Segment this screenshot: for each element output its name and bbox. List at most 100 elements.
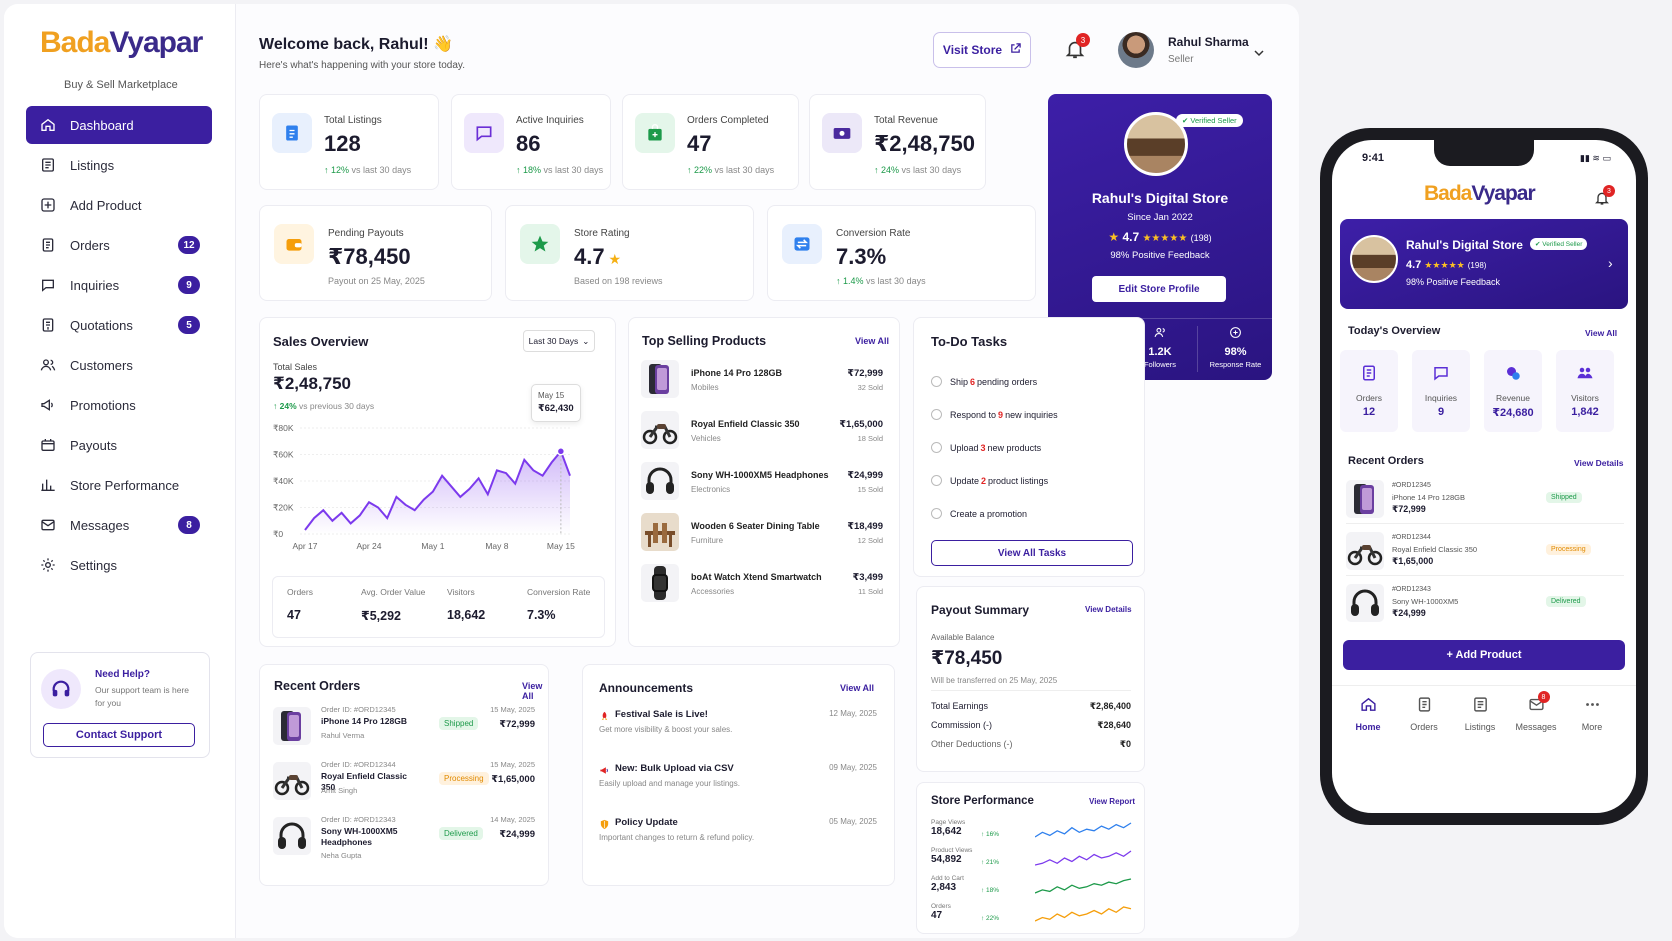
phone-tab-messages[interactable]: 8 Messages: [1508, 691, 1564, 732]
messages-icon: 8: [1528, 691, 1550, 718]
phone-overview-tile[interactable]: Inquiries 9: [1412, 350, 1470, 432]
stat-card-total-revenue[interactable]: Total Revenue ₹2,48,750 ↑ 24% vs last 30…: [809, 94, 986, 190]
payout-view-details-link[interactable]: View Details: [1085, 605, 1132, 614]
todo-item[interactable]: Respond to 9 new inquiries: [931, 409, 1058, 420]
performance-sparkline: [1035, 850, 1132, 866]
sidebar-item-orders[interactable]: Orders 12: [26, 226, 212, 264]
sidebar-item-payouts[interactable]: Payouts: [26, 426, 212, 464]
order-id: Order ID: #ORD12343: [321, 815, 396, 824]
brand-logo[interactable]: BadaVyapar: [40, 26, 203, 59]
todo-checkbox[interactable]: [931, 508, 942, 519]
sidebar-item-messages[interactable]: Messages 8: [26, 506, 212, 544]
sales-overview-card: Sales Overview Last 30 Days ⌄ Total Sales…: [259, 317, 616, 647]
product-price: ₹72,999: [847, 368, 883, 379]
phone-add-product-button[interactable]: + Add Product: [1343, 640, 1625, 670]
view-all-tasks-button[interactable]: View All Tasks: [931, 540, 1133, 566]
external-link-icon: [1010, 43, 1021, 57]
product-row[interactable]: Royal Enfield Classic 350 Vehicles ₹1,65…: [641, 411, 889, 453]
product-row[interactable]: iPhone 14 Pro 128GB Mobiles ₹72,999 32 S…: [641, 360, 889, 402]
performance-sparkline: [1035, 878, 1132, 894]
stat-card-active-inquiries[interactable]: Active Inquiries 86 ↑ 18% vs last 30 day…: [451, 94, 611, 190]
store-performance-title: Store Performance: [931, 795, 1034, 807]
user-avatar[interactable]: [1118, 32, 1154, 68]
sidebar-item-inquiries[interactable]: Inquiries 9: [26, 266, 212, 304]
phone-overview-tile[interactable]: Revenue ₹24,680: [1484, 350, 1542, 432]
order-product-name: iPhone 14 Pro 128GB: [321, 716, 407, 726]
todo-item[interactable]: Ship 6 pending orders: [931, 376, 1037, 387]
stat-label: Total Listings: [324, 115, 382, 126]
payout-row: Total Earnings ₹2,86,400: [931, 701, 1131, 711]
sidebar-item-dashboard[interactable]: Dashboard: [26, 106, 212, 144]
y-tick-label: ₹20K: [273, 503, 294, 513]
phone-overview-view-all[interactable]: View All: [1585, 328, 1618, 338]
phone-tab-badge: 8: [1537, 691, 1550, 703]
order-row[interactable]: Order ID: #ORD12345 iPhone 14 Pro 128GB …: [273, 705, 539, 757]
todo-checkbox[interactable]: [931, 475, 942, 486]
product-sold: 32 Sold: [857, 383, 883, 392]
order-row[interactable]: Order ID: #ORD12344 Royal Enfield Classi…: [273, 760, 539, 812]
store-metric: 1.2K Followers: [1123, 326, 1198, 372]
phone-tab-orders[interactable]: Orders: [1396, 696, 1452, 732]
todo-checkbox[interactable]: [931, 442, 942, 453]
stat-card-conversion-rate[interactable]: Conversion Rate 7.3% ↑ 1.4% vs last 30 d…: [767, 205, 1036, 301]
store-performance-card: Store Performance View Report Page Views…: [916, 782, 1145, 934]
performance-view-report-link[interactable]: View Report: [1089, 797, 1136, 806]
sidebar-item-add-product[interactable]: Add Product: [26, 186, 212, 224]
todo-checkbox[interactable]: [931, 376, 942, 387]
todo-item[interactable]: Update 2 product listings: [931, 475, 1048, 486]
sidebar-item-quotations[interactable]: Quotations 5: [26, 306, 212, 344]
todo-item[interactable]: Create a promotion: [931, 508, 1031, 519]
bag-icon: [635, 113, 675, 153]
stat-card-total-listings[interactable]: Total Listings 128 ↑ 12% vs last 30 days: [259, 94, 439, 190]
sidebar-item-store-performance[interactable]: Store Performance: [26, 466, 212, 504]
phone-tab-more[interactable]: More: [1564, 696, 1620, 732]
sidebar-item-settings[interactable]: Settings: [26, 546, 212, 584]
phone-overview-tile[interactable]: Orders 12: [1340, 350, 1398, 432]
notification-bell-icon[interactable]: 3: [1064, 33, 1090, 65]
todo-checkbox[interactable]: [931, 409, 942, 420]
product-row[interactable]: Sony WH-1000XM5 Headphones Electronics ₹…: [641, 462, 889, 504]
product-sold: 15 Sold: [857, 485, 883, 494]
stat-card-pending-payouts[interactable]: Pending Payouts ₹78,450 Payout on 25 May…: [259, 205, 492, 301]
payouts-icon: [40, 437, 56, 453]
stat-card-store-rating[interactable]: Store Rating 4.7 ★ Based on 198 reviews: [505, 205, 754, 301]
sidebar-item-promotions[interactable]: Promotions: [26, 386, 212, 424]
stat-card-orders-completed[interactable]: Orders Completed 47 ↑ 22% vs last 30 day…: [622, 94, 799, 190]
top-selling-view-all-link[interactable]: View All: [855, 336, 890, 346]
phone-orders-view-details[interactable]: View Details: [1574, 458, 1624, 468]
product-row[interactable]: Wooden 6 Seater Dining Table Furniture ₹…: [641, 513, 889, 555]
chat-icon: [464, 113, 504, 153]
product-name: iPhone 14 Pro 128GB: [691, 368, 783, 378]
phone-tab-home[interactable]: Home: [1340, 696, 1396, 732]
visit-store-button[interactable]: Visit Store: [933, 32, 1031, 68]
stat-label: Conversion Rate: [836, 228, 911, 239]
customers-icon: [40, 357, 56, 373]
phone-store-card[interactable]: Rahul's Digital Store ✔ Verified Seller …: [1340, 219, 1628, 309]
edit-store-profile-button[interactable]: Edit Store Profile: [1092, 276, 1226, 302]
contact-support-button[interactable]: Contact Support: [43, 723, 195, 747]
phone-overview-tile[interactable]: Visitors 1,842: [1556, 350, 1614, 432]
product-row[interactable]: boAt Watch Xtend Smartwatch Accessories …: [641, 564, 889, 606]
phone-order-row[interactable]: #ORD12345 iPhone 14 Pro 128GB ₹72,999 Sh…: [1346, 480, 1624, 524]
document-icon: [272, 113, 312, 153]
payout-row: Commission (-) ₹28,640: [931, 720, 1131, 730]
todo-item[interactable]: Upload 3 new products: [931, 442, 1041, 453]
sidebar-item-customers[interactable]: Customers: [26, 346, 212, 384]
announcements-view-all-link[interactable]: View All: [840, 683, 875, 693]
chevron-down-icon[interactable]: [1254, 44, 1264, 62]
sidebar-item-listings[interactable]: Listings: [26, 146, 212, 184]
headphones-icon: [273, 817, 311, 855]
order-row[interactable]: Order ID: #ORD12343 Sony WH-1000XM5 Head…: [273, 815, 539, 867]
phone-order-row[interactable]: #ORD12343 Sony WH-1000XM5 ₹24,999 Delive…: [1346, 584, 1624, 628]
order-date: 15 May, 2025: [490, 705, 535, 714]
phone-bell-icon[interactable]: 3: [1594, 185, 1615, 211]
product-price: ₹3,499: [852, 572, 883, 583]
chevron-right-icon[interactable]: ›: [1608, 255, 1613, 271]
stat-value: 7.3%: [836, 244, 887, 269]
phone-overview-title: Today's Overview: [1348, 325, 1441, 337]
phone-tab-listings[interactable]: Listings: [1452, 696, 1508, 732]
date-range-select[interactable]: Last 30 Days ⌄: [523, 330, 595, 352]
recent-orders-view-all-link[interactable]: View All: [522, 681, 543, 701]
chevron-down-icon: ⌄: [582, 335, 590, 346]
phone-order-row[interactable]: #ORD12344 Royal Enfield Classic 350 ₹1,6…: [1346, 532, 1624, 576]
